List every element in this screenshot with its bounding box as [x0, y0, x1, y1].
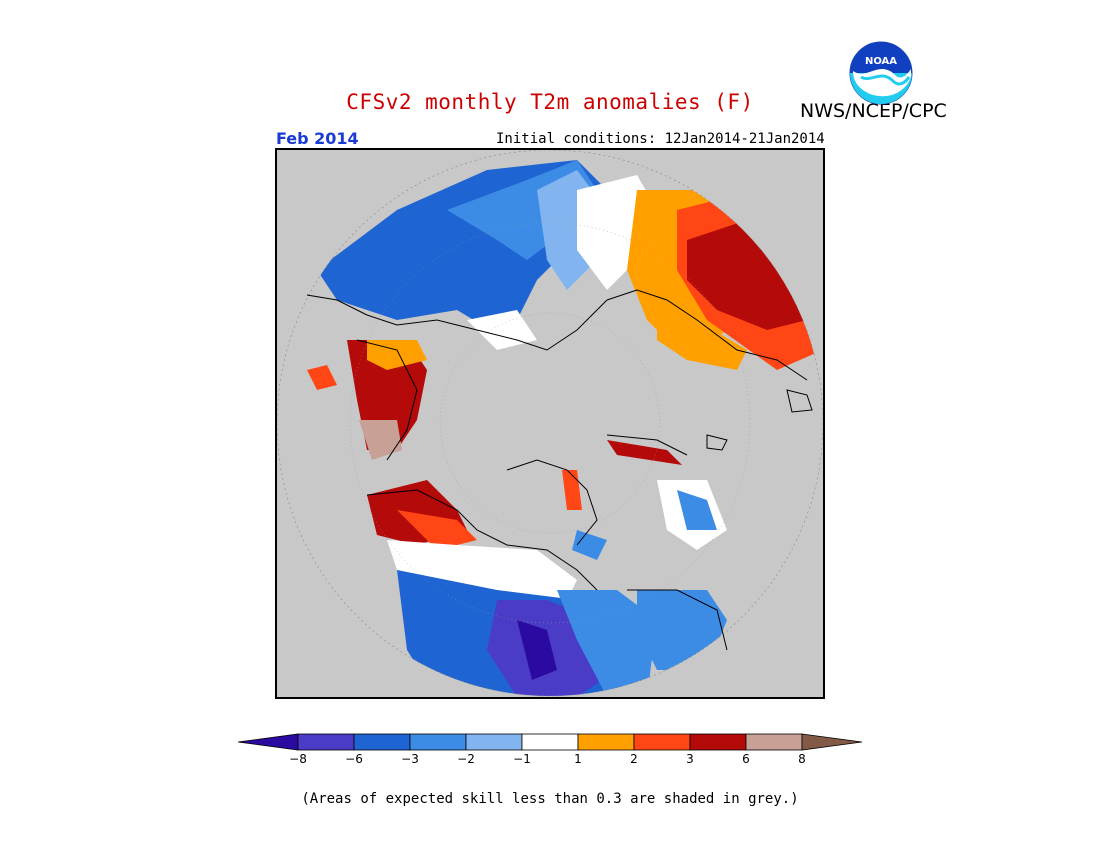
legend-swatch: [297, 733, 355, 751]
svg-text:NOAA: NOAA: [865, 56, 897, 67]
legend-tick-label: 2: [630, 752, 638, 766]
chart-title: CFSv2 monthly T2m anomalies (F): [346, 90, 754, 114]
polar-map-panel: [275, 148, 825, 699]
legend-tick-label: −8: [289, 752, 307, 766]
legend-swatch: [689, 733, 747, 751]
legend-swatch: [409, 733, 467, 751]
legend-swatch: [633, 733, 691, 751]
forecast-month: Feb 2014: [276, 129, 359, 148]
legend-arrow-high: [801, 733, 862, 751]
anomaly-shading: [307, 160, 823, 696]
latitude-circle: [349, 222, 751, 624]
legend-tick-label: −3: [401, 752, 419, 766]
legend-swatch: [465, 733, 523, 751]
legend-tick-label: −6: [345, 752, 363, 766]
latitude-circle: [439, 312, 661, 534]
legend-swatch: [521, 733, 579, 751]
legend-tick-label: 8: [798, 752, 806, 766]
legend-tick-label: −2: [457, 752, 475, 766]
legend-tick-label: 1: [574, 752, 582, 766]
legend-tick-label: −1: [513, 752, 531, 766]
legend-swatch: [577, 733, 635, 751]
anomaly-map: [277, 150, 823, 697]
legend-tick-label: 3: [686, 752, 694, 766]
coastlines: [306, 289, 813, 651]
color-legend: [238, 733, 862, 751]
legend-swatch: [745, 733, 803, 751]
initial-conditions: Initial conditions: 12Jan2014-21Jan2014: [496, 131, 825, 147]
legend-arrow-low: [238, 733, 299, 751]
skill-note: (Areas of expected skill less than 0.3 a…: [301, 791, 799, 807]
legend-swatch: [353, 733, 411, 751]
noaa-logo-icon: NOAA: [849, 41, 913, 105]
legend-tick-label: 6: [742, 752, 750, 766]
organization-label: NWS/NCEP/CPC: [800, 100, 947, 122]
